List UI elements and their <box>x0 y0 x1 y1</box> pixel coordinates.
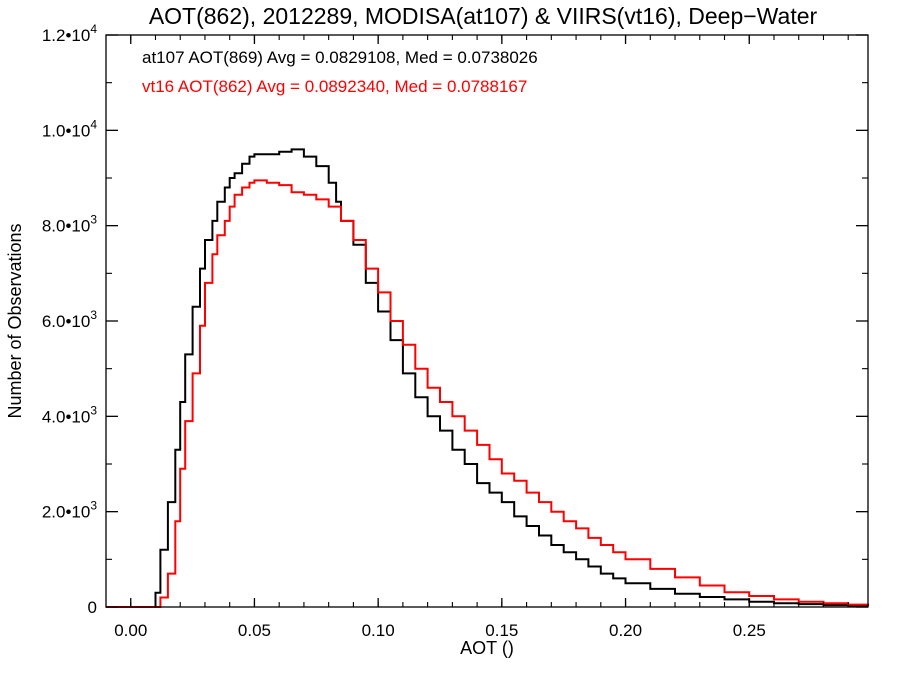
axis-ticks: 0.00 0.05 0.10 0.15 0.20 0.25 0 2.0•103 4.0•103 6… <box>42 22 868 640</box>
y-tick-label: 0 <box>88 598 97 617</box>
series-line-vt16 <box>106 179 869 608</box>
plot-frame <box>105 34 869 608</box>
y-tick-label: 6.0•103 <box>42 308 98 331</box>
x-tick-label: 0.15 <box>485 621 518 640</box>
series-annotation-at107: at107 AOT(869) Avg = 0.0829108, Med = 0.… <box>142 48 538 67</box>
series-layer <box>106 148 869 608</box>
y-tick-label: 4.0•103 <box>42 403 98 426</box>
chart-title: AOT(862), 2012289, MODISA(at107) & VIIRS… <box>149 3 818 29</box>
x-tick-label: 0.05 <box>238 621 271 640</box>
y-axis-label: Number of Observations <box>5 223 25 418</box>
x-tick-label: 0.20 <box>609 621 642 640</box>
series-line-at107 <box>106 148 869 608</box>
y-tick-label: 1.0•104 <box>42 117 98 140</box>
series-annotation-vt16: vt16 AOT(862) Avg = 0.0892340, Med = 0.0… <box>142 77 527 96</box>
y-tick-label: 1.2•104 <box>42 22 98 45</box>
y-tick-label: 2.0•103 <box>42 499 98 522</box>
y-tick-label: 8.0•103 <box>42 213 98 236</box>
x-axis-label: AOT () <box>460 638 514 658</box>
x-tick-label: 0.25 <box>733 621 766 640</box>
x-tick-label: 0.10 <box>362 621 395 640</box>
x-tick-label: 0.00 <box>114 621 147 640</box>
